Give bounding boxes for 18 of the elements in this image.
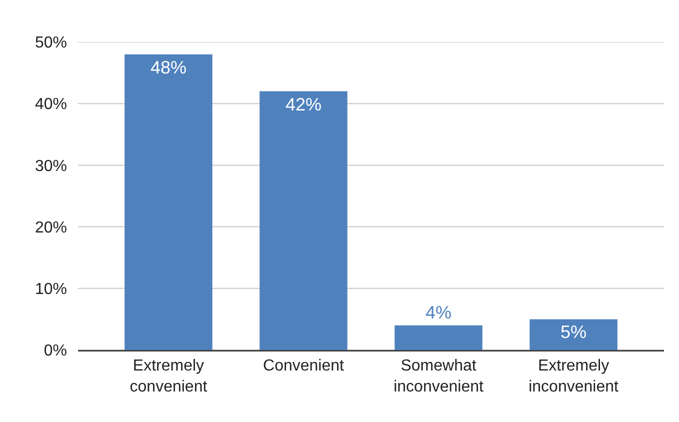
- data-label: 48%: [150, 57, 186, 78]
- y-tick-label: 10%: [34, 281, 67, 298]
- y-tick-label: 40%: [34, 96, 67, 114]
- y-tick-label: 30%: [34, 158, 67, 175]
- y-tick-label: 20%: [34, 219, 67, 236]
- bar: [394, 325, 482, 350]
- x-tick-label: Somewhat inconvenient: [394, 358, 484, 396]
- y-tick-label: 50%: [34, 34, 67, 52]
- x-tick-label: Convenient: [263, 358, 345, 375]
- bar: [124, 54, 212, 350]
- data-label: 4%: [426, 302, 452, 322]
- data-label: 42%: [285, 94, 322, 114]
- x-tick-label: Extremely convenient: [130, 358, 208, 396]
- data-label: 5%: [560, 322, 587, 342]
- x-tick-label: Extremely inconvenient: [528, 358, 620, 396]
- y-tick-label: 0%: [44, 342, 67, 360]
- bar: [260, 91, 348, 350]
- bar: [530, 319, 618, 350]
